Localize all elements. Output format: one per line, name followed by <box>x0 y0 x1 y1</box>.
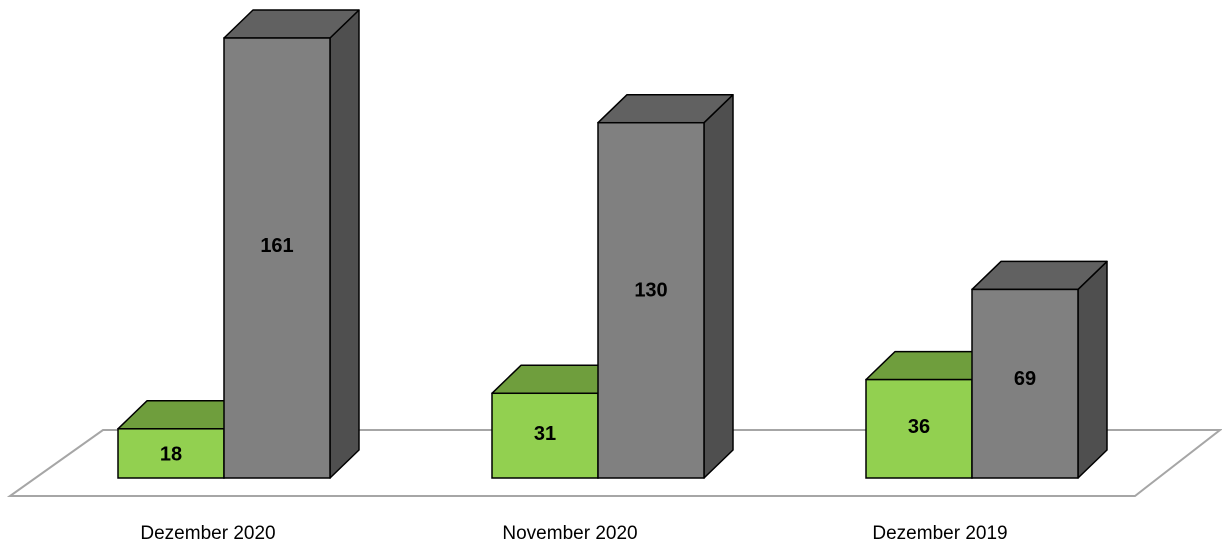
data-label: 161 <box>260 235 293 257</box>
bar-2-1 <box>223 9 360 479</box>
bar-front-face <box>865 378 973 479</box>
bar-front-face <box>491 392 599 479</box>
bar-front-face <box>223 37 331 479</box>
bar-side-face <box>329 9 360 479</box>
bar-2-2 <box>597 93 734 479</box>
bar-front-face <box>597 121 705 479</box>
data-label: 130 <box>634 280 667 302</box>
data-label: 69 <box>1014 368 1036 390</box>
bar-front-face <box>971 288 1079 479</box>
bar-side-face <box>703 93 734 479</box>
bar-side-face <box>1077 260 1108 479</box>
bars-layer: 18 161 31 130 36 69 <box>117 9 1108 479</box>
category-label: Dezember 2020 <box>140 523 275 544</box>
chart-floor <box>6 429 1222 497</box>
category-label: Dezember 2019 <box>872 523 1007 544</box>
bar-2-3 <box>971 260 1108 479</box>
bar-front-face <box>117 428 225 479</box>
category-label: November 2020 <box>502 523 637 544</box>
data-label: 18 <box>160 443 182 465</box>
data-label: 31 <box>534 423 556 445</box>
category-labels: Dezember 2020 November 2020 Dezember 2019 <box>140 523 1007 544</box>
data-label: 36 <box>908 416 930 438</box>
